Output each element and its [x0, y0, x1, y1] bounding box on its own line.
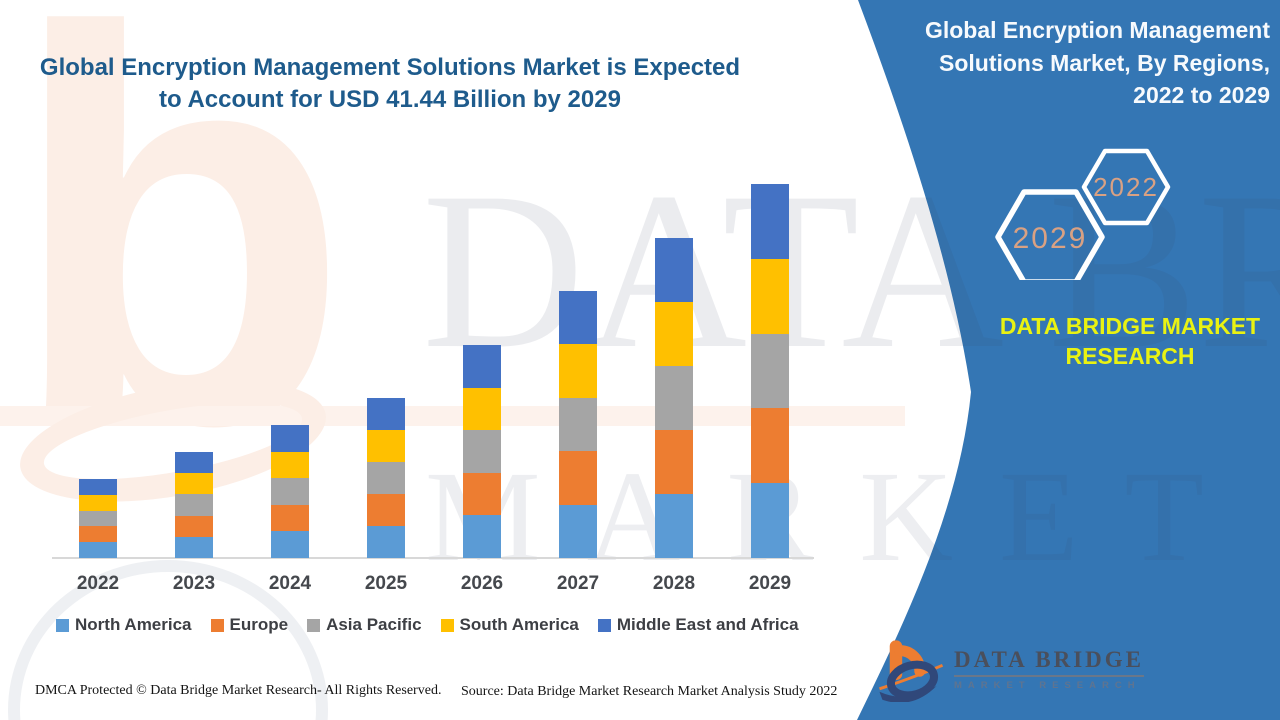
logo-navy-swoosh-icon — [879, 685, 937, 702]
x-axis-label-2028: 2028 — [652, 573, 696, 594]
hexagon-year-large: 2029 — [1013, 222, 1088, 255]
legend-swatch-icon — [307, 618, 321, 632]
bar-segment-europe-2029 — [751, 408, 789, 484]
bar-segment-middle-east-and-africa-2029 — [751, 183, 789, 259]
bar-segment-south-america-2029 — [751, 258, 789, 334]
hexagon-badges: 2029 2022 — [995, 148, 1171, 280]
legend-swatch-icon — [56, 618, 69, 632]
x-axis-label-2022: 2022 — [76, 573, 120, 594]
bar-segment-south-america-2027 — [559, 344, 597, 398]
bar-segment-south-america-2023 — [175, 473, 213, 495]
bar-segment-europe-2025 — [367, 493, 405, 526]
logo-navy-d-icon — [886, 660, 939, 700]
bar-segment-europe-2027 — [559, 451, 597, 505]
legend-label: Middle East and Africa — [616, 615, 799, 634]
brand-text: DATA BRIDGE MARKET RESEARCH — [999, 313, 1261, 370]
dmca-notice: DMCA Protected © Data Bridge Market Rese… — [35, 683, 442, 698]
logo-name: DATA BRIDGE — [954, 647, 1144, 677]
bar-segment-europe-2022 — [79, 526, 117, 543]
legend-swatch-icon — [440, 618, 454, 632]
legend-label: South America — [459, 615, 579, 634]
hexagon-year-small: 2022 — [1093, 172, 1159, 202]
x-axis-label-2026: 2026 — [460, 573, 504, 594]
bar-segment-south-america-2028 — [655, 302, 693, 367]
x-axis-line — [52, 557, 814, 559]
legend-swatch-icon — [210, 618, 224, 632]
legend-item-south-america: South America — [440, 615, 579, 635]
bar-segment-middle-east-and-africa-2024 — [271, 424, 309, 452]
bar-segment-europe-2026 — [463, 472, 501, 516]
bar-segment-asia-pacific-2027 — [559, 397, 597, 452]
bar-segment-middle-east-and-africa-2027 — [559, 290, 597, 345]
hexagon-2029-icon — [995, 189, 1105, 280]
bar-segment-north-america-2023 — [175, 536, 213, 558]
legend-item-north-america: North America — [56, 615, 192, 635]
side-panel-heading: Global Encryption Management Solutions M… — [924, 17, 1270, 109]
bar-segment-europe-2023 — [175, 515, 213, 537]
legend-item-europe: Europe — [210, 615, 289, 635]
bar-segment-middle-east-and-africa-2028 — [655, 238, 693, 303]
bar-segment-south-america-2026 — [463, 387, 501, 431]
legend-label: Asia Pacific — [326, 615, 422, 634]
bar-segment-north-america-2024 — [271, 531, 309, 558]
data-bridge-logo-icon — [879, 640, 944, 702]
legend-swatch-icon — [597, 618, 611, 632]
bar-segment-north-america-2027 — [559, 504, 597, 558]
x-axis-label-2024: 2024 — [268, 573, 312, 594]
bar-segment-middle-east-and-africa-2025 — [367, 397, 405, 430]
bar-segment-middle-east-and-africa-2023 — [175, 451, 213, 474]
bar-segment-north-america-2028 — [655, 494, 693, 558]
company-logo: DATA BRIDGE MARKET RESEARCH — [878, 636, 1144, 702]
bar-segment-middle-east-and-africa-2022 — [79, 479, 117, 495]
bar-segment-asia-pacific-2026 — [463, 430, 501, 473]
bar-segment-north-america-2025 — [367, 525, 405, 558]
bar-segment-asia-pacific-2024 — [271, 478, 309, 505]
watermark-text-line2: MARKET RESEARCH — [425, 445, 1280, 589]
bar-segment-asia-pacific-2029 — [751, 333, 789, 409]
bar-segment-south-america-2024 — [271, 451, 309, 479]
chart-legend: North America Europe Asia Pacific South Ame… — [56, 615, 799, 635]
x-axis-label-2025: 2025 — [364, 573, 408, 594]
bar-segment-middle-east-and-africa-2026 — [463, 345, 501, 388]
legend-label: North America — [75, 615, 192, 634]
bar-segment-asia-pacific-2022 — [79, 510, 117, 527]
bar-segment-asia-pacific-2023 — [175, 494, 213, 516]
bar-segment-south-america-2022 — [79, 494, 117, 511]
bar-segment-south-america-2025 — [367, 429, 405, 462]
legend-label: Europe — [229, 615, 289, 634]
x-axis-label-2027: 2027 — [556, 573, 600, 594]
x-axis-label-2023: 2023 — [172, 573, 216, 594]
bar-segment-europe-2028 — [655, 430, 693, 495]
page-title: Global Encryption Management Solutions M… — [39, 54, 741, 113]
bar-segment-asia-pacific-2028 — [655, 366, 693, 431]
bar-segment-north-america-2022 — [79, 542, 117, 558]
legend-item-asia-pacific: Asia Pacific — [307, 615, 422, 635]
bar-segment-asia-pacific-2025 — [367, 461, 405, 494]
bar-segment-north-america-2026 — [463, 515, 501, 558]
source-note: Source: Data Bridge Market Research Mark… — [461, 684, 838, 699]
logo-orange-swoosh-icon — [879, 663, 944, 691]
bar-segment-europe-2024 — [271, 504, 309, 532]
blue-panel-shape — [857, 0, 1280, 720]
logo-tagline: MARKET RESEARCH — [954, 680, 1141, 691]
hexagon-2022-icon — [1081, 148, 1171, 226]
legend-item-middle-east-and-africa: Middle East and Africa — [597, 615, 799, 635]
x-axis-label-2029: 2029 — [748, 573, 792, 594]
bar-segment-north-america-2029 — [751, 483, 789, 558]
